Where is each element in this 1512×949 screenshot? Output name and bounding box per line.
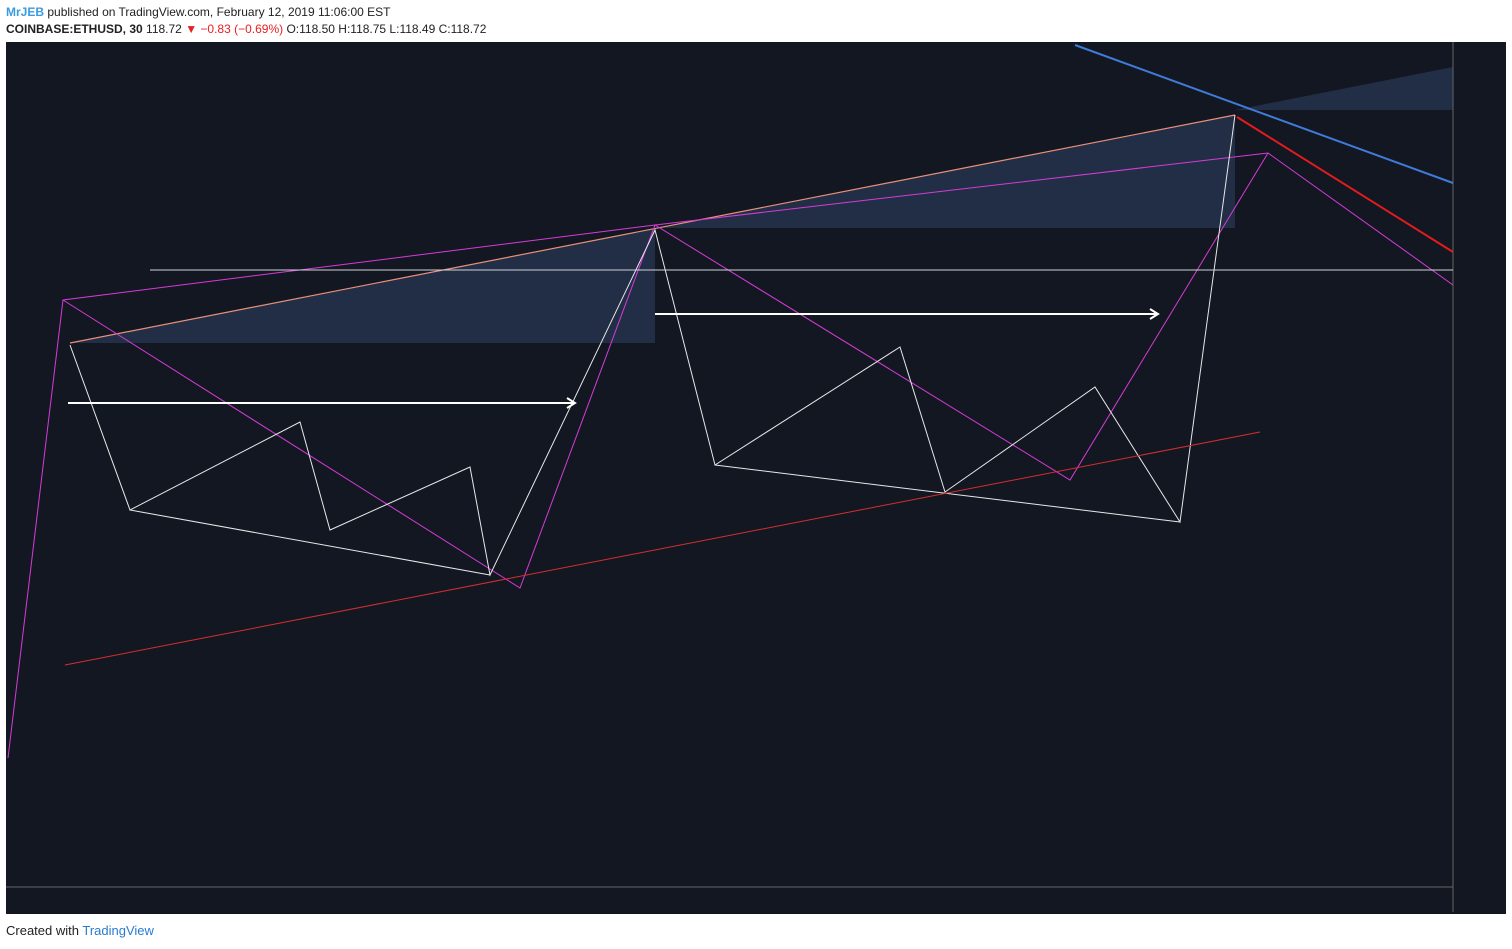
pattern-line [714, 464, 1181, 523]
symbol-line: COINBASE:ETHUSD, 30 118.72 ▼ −0.83 (−0.6… [6, 21, 486, 38]
symbol: COINBASE:ETHUSD, 30 [6, 22, 143, 36]
drawings [7, 44, 1454, 759]
trend-line [64, 431, 1261, 666]
published: published on TradingView.com, February 1… [47, 5, 391, 19]
chart-background [6, 42, 1506, 914]
trend-line [1236, 116, 1454, 253]
created: Created with [6, 923, 79, 938]
change: ▼ −0.83 (−0.69%) [185, 22, 284, 36]
ohlc: O:118.50 H:118.75 L:118.49 C:118.72 [286, 22, 487, 36]
arrow [655, 308, 1160, 320]
last: 118.72 [146, 22, 182, 36]
shaded-region [1235, 67, 1453, 110]
arrow [68, 397, 577, 409]
pattern-line [129, 509, 491, 576]
trend-line [69, 114, 1236, 344]
header: MrJEB published on TradingView.com, Febr… [6, 4, 486, 38]
author: MrJEB [6, 5, 45, 19]
pattern-line [62, 152, 1269, 589]
trend-line [1074, 44, 1454, 184]
publish-line: MrJEB published on TradingView.com, Febr… [6, 4, 486, 21]
brand: TradingView [82, 923, 154, 938]
pattern-line [69, 114, 1236, 577]
footer: Created with TradingView [6, 923, 154, 938]
